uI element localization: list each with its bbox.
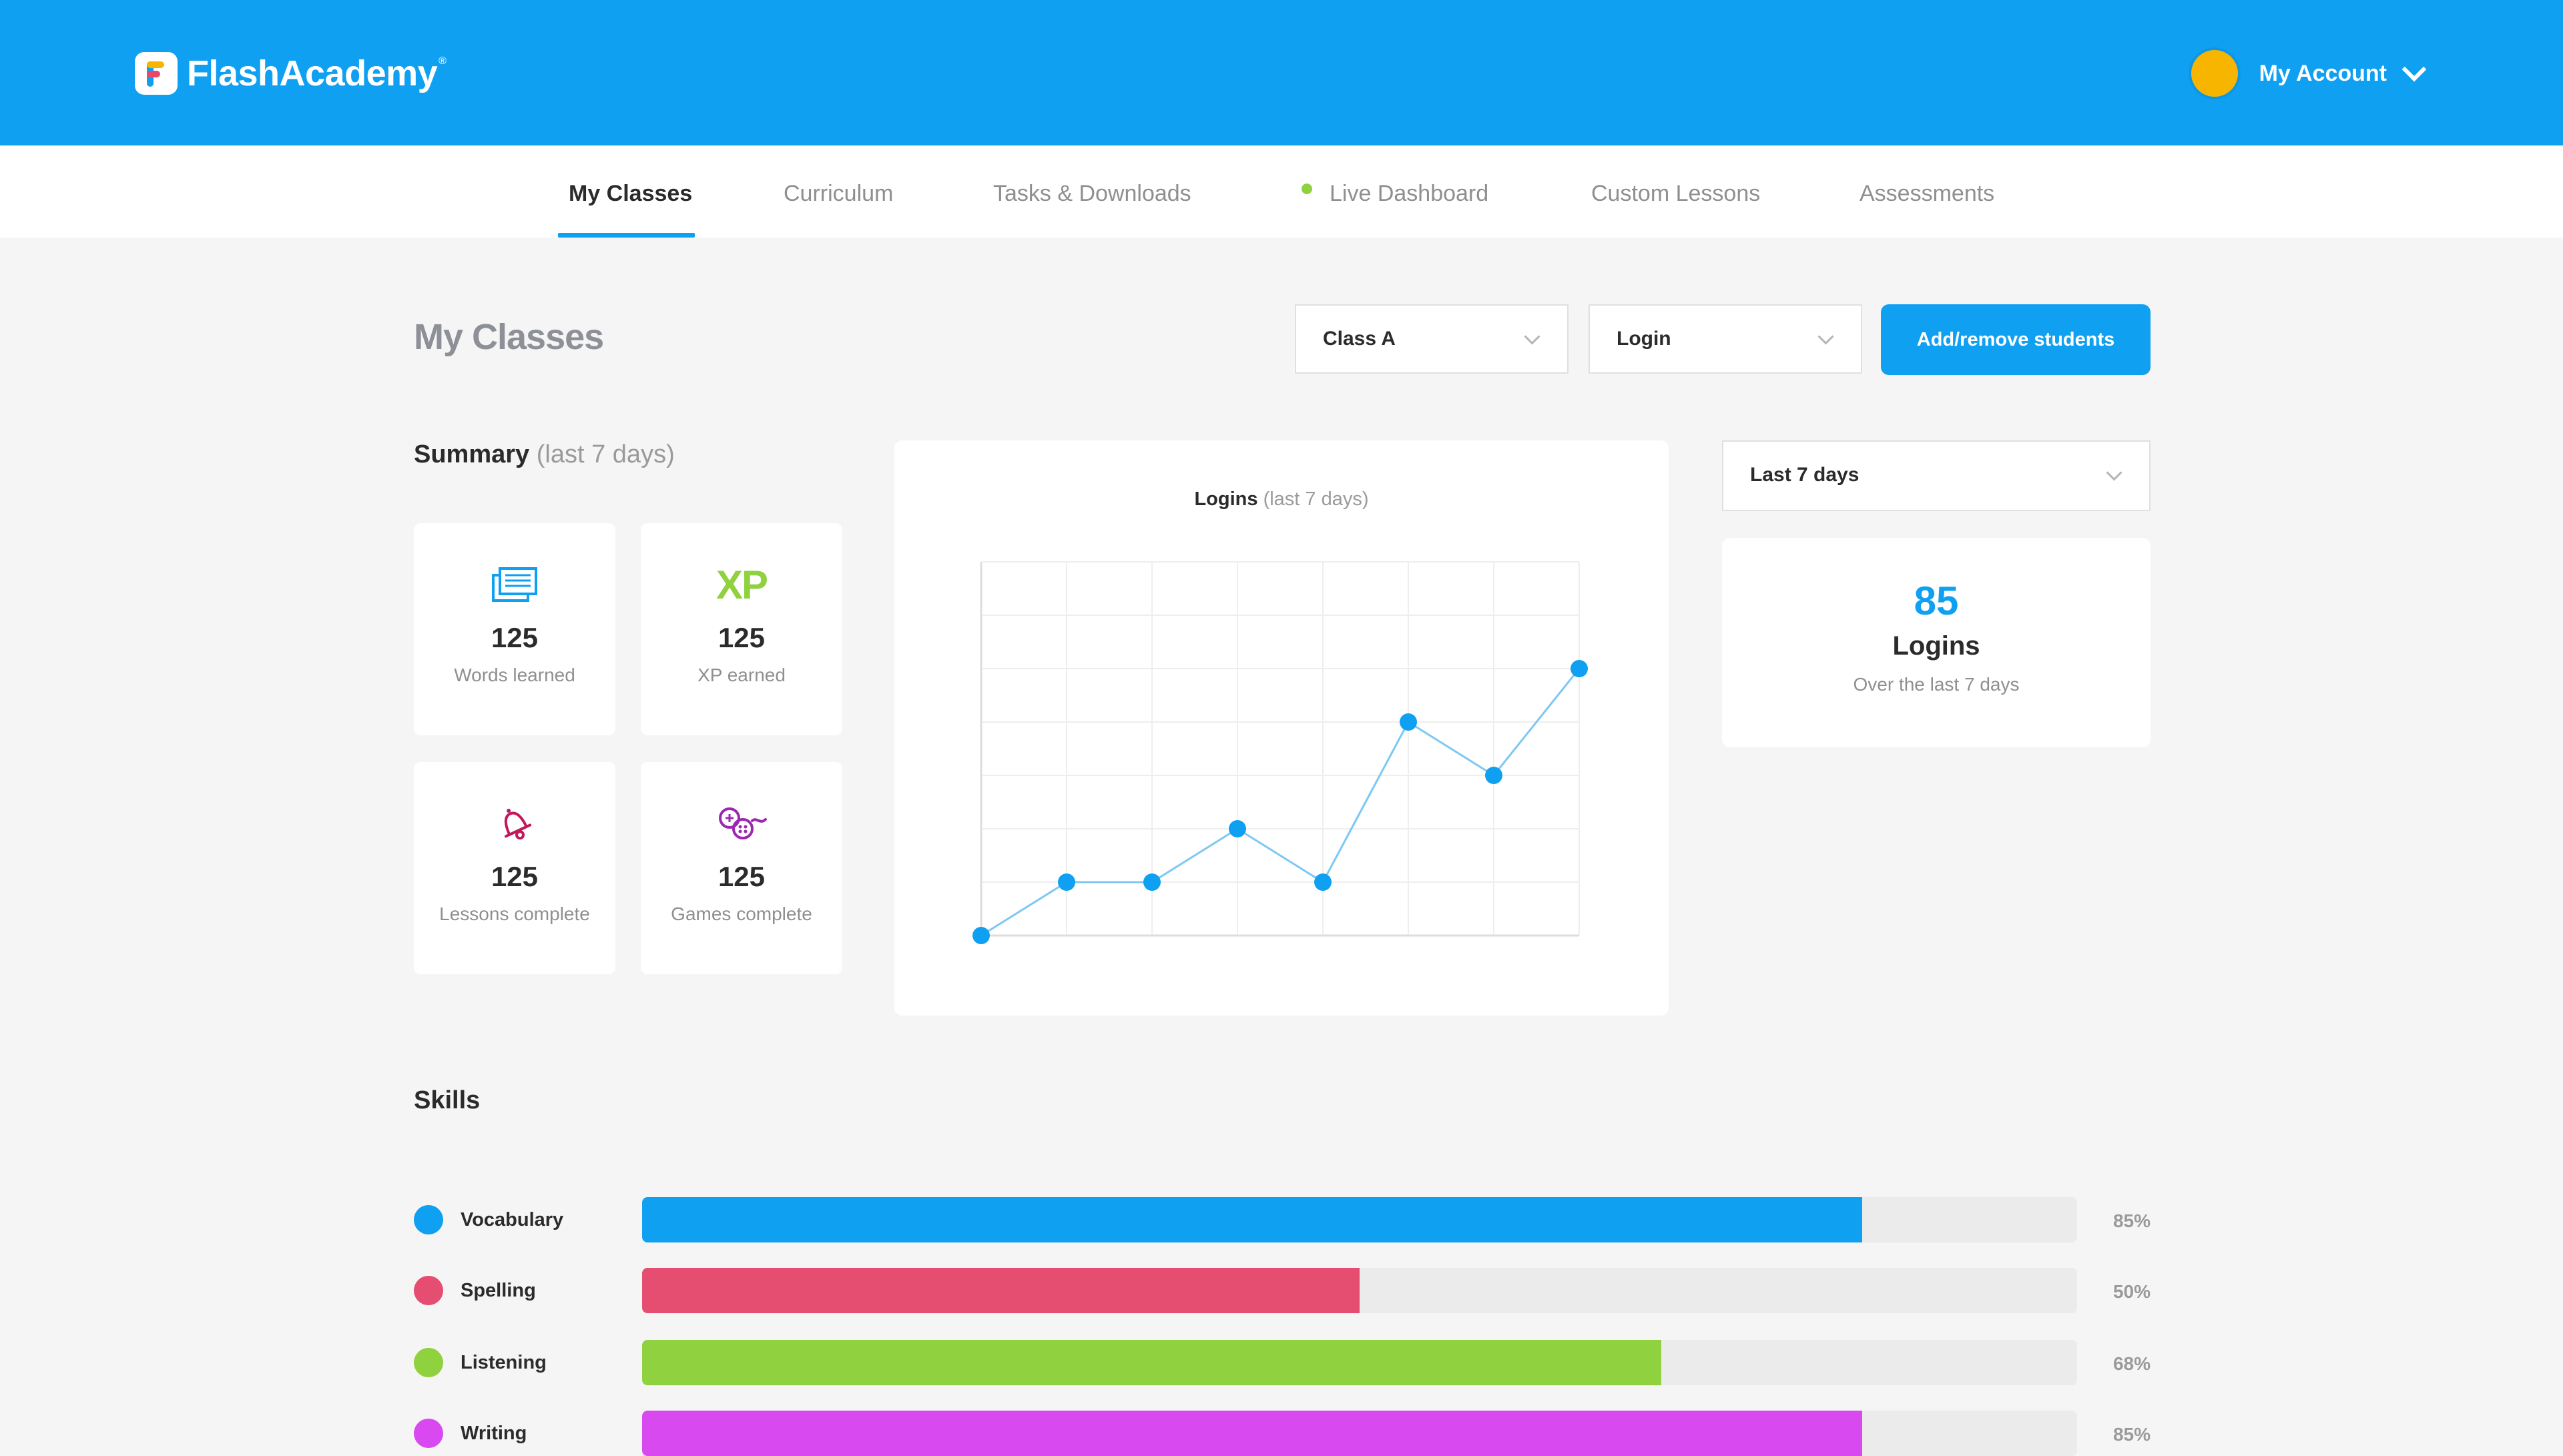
avatar[interactable] — [2191, 50, 2238, 97]
chevron-down-icon — [1524, 328, 1540, 345]
class-select-value: Class A — [1323, 328, 1396, 350]
skill-progress-fill — [642, 1197, 1862, 1242]
skills-title: Skills — [414, 1086, 481, 1114]
skill-progress-fill — [642, 1411, 1862, 1456]
words-learned-label: Words learned — [454, 665, 575, 685]
skill-percent: 85% — [2112, 1210, 2151, 1231]
logins-subtitle: Over the last 7 days — [1853, 674, 2020, 695]
logins-summary-card: 85 Logins Over the last 7 days — [1722, 538, 2151, 747]
stat-card-xp: XP 125 XP earned — [641, 523, 842, 735]
skill-progress-track — [642, 1197, 2077, 1242]
skill-color-dot — [414, 1419, 443, 1448]
live-status-dot — [1302, 184, 1312, 194]
cards-icon — [414, 563, 615, 606]
tab-tasks-downloads[interactable]: Tasks & Downloads — [993, 181, 1191, 206]
brand-name: FlashAcademy — [187, 53, 438, 93]
chart-data-point — [1400, 713, 1417, 731]
skill-name: Writing — [461, 1423, 527, 1444]
skill-percent: 50% — [2112, 1281, 2151, 1302]
skill-row-vocabulary: Vocabulary 85% — [414, 1197, 2151, 1242]
top-bar: FlashAcademy ® My Account — [0, 0, 2563, 145]
games-complete-label: Games complete — [671, 903, 812, 924]
games-complete-value: 125 — [718, 861, 766, 892]
chart-data-point — [1058, 873, 1075, 891]
account-label[interactable]: My Account — [2259, 60, 2387, 86]
chart-data-point — [1485, 767, 1502, 784]
brand-logo[interactable]: FlashAcademy ® — [135, 52, 447, 95]
chart-series-line — [980, 668, 1581, 937]
stat-card-games: 125 Games complete — [641, 762, 842, 974]
tab-custom-lessons[interactable]: Custom Lessons — [1591, 181, 1761, 206]
logins-chart-card: Logins (last 7 days) — [894, 440, 1669, 1016]
chevron-down-icon — [1817, 328, 1834, 345]
metric-select-value: Login — [1617, 328, 1671, 350]
period-select[interactable]: Last 7 days — [1722, 440, 2151, 511]
tab-curriculum[interactable]: Curriculum — [784, 181, 894, 206]
skill-color-dot — [414, 1276, 443, 1305]
add-remove-students-button[interactable]: Add/remove students — [1881, 304, 2151, 375]
skill-percent: 68% — [2112, 1353, 2151, 1374]
metric-select[interactable]: Login — [1589, 304, 1862, 374]
class-select[interactable]: Class A — [1295, 304, 1569, 374]
tab-assessments[interactable]: Assessments — [1860, 181, 1995, 206]
skill-row-writing: Writing 85% — [414, 1411, 2151, 1456]
skill-color-dot — [414, 1205, 443, 1234]
xp-earned-label: XP earned — [697, 665, 786, 685]
skill-progress-track — [642, 1411, 2077, 1456]
skill-progress-track — [642, 1268, 2077, 1313]
stat-card-lessons: 125 Lessons complete — [414, 762, 615, 974]
words-learned-value: 125 — [491, 622, 539, 653]
tab-live-dashboard[interactable]: Live Dashboard — [1302, 145, 1488, 238]
skill-progress-track — [642, 1340, 2077, 1385]
gamepad-icon — [641, 802, 842, 845]
tab-my-classes[interactable]: My Classes — [557, 145, 695, 238]
skill-color-dot — [414, 1348, 443, 1377]
registered-mark: ® — [439, 55, 447, 67]
chart-data-point — [1571, 660, 1588, 677]
account-menu[interactable]: My Account — [2191, 48, 2427, 99]
skill-progress-fill — [642, 1268, 1360, 1313]
tab-bar: My Classes Curriculum Tasks & Downloads … — [0, 145, 2563, 238]
skill-name: Listening — [461, 1352, 547, 1373]
page-title: My Classes — [414, 317, 604, 357]
logins-value: 85 — [1914, 579, 1959, 623]
lessons-complete-value: 125 — [491, 861, 539, 892]
stat-card-words: 125 Words learned — [414, 523, 615, 735]
xp-icon: XP — [716, 562, 768, 607]
chart-data-point — [1229, 820, 1246, 837]
skill-percent: 85% — [2112, 1424, 2151, 1445]
lessons-complete-label: Lessons complete — [439, 903, 590, 924]
chart-data-point — [972, 927, 990, 944]
bell-icon — [414, 802, 615, 845]
flash-logo-icon — [135, 52, 178, 95]
skill-progress-fill — [642, 1340, 1661, 1385]
xp-earned-value: 125 — [718, 622, 766, 653]
summary-title: Summary (last 7 days) — [414, 440, 675, 468]
chevron-down-icon — [2106, 464, 2122, 481]
logins-line-chart — [972, 561, 1588, 944]
chevron-down-icon[interactable] — [2401, 57, 2427, 82]
period-select-value: Last 7 days — [1750, 464, 1860, 486]
skill-row-spelling: Spelling 50% — [414, 1268, 2151, 1313]
skill-row-listening: Listening 68% — [414, 1340, 2151, 1385]
chart-title: Logins (last 7 days) — [1194, 488, 1369, 510]
skill-name: Spelling — [461, 1280, 536, 1301]
chart-data-point — [1143, 873, 1161, 891]
logins-label: Logins — [1892, 631, 1980, 661]
skill-name: Vocabulary — [461, 1209, 564, 1230]
chart-data-point — [1314, 873, 1332, 891]
